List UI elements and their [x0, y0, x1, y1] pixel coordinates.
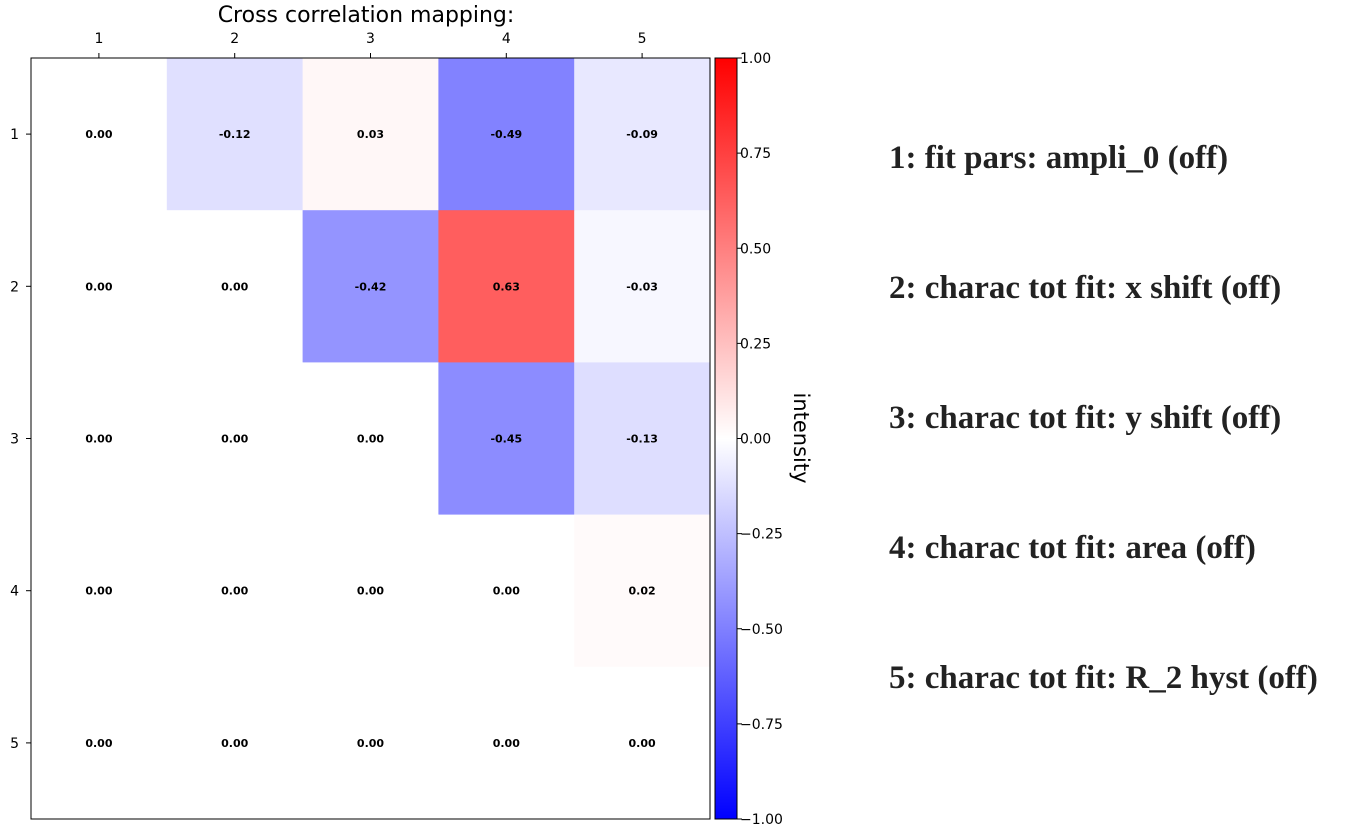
x-tick-label: 5 — [638, 31, 647, 47]
cell-value-label: -0.42 — [355, 280, 387, 293]
colorbar-tick-label: 1.00 — [740, 51, 771, 67]
y-tick-label: 5 — [10, 736, 19, 752]
heatmap-cell — [574, 210, 711, 363]
plot-frame — [30, 57, 711, 820]
cell-value-label: 0.00 — [357, 737, 384, 750]
heatmap-cell — [166, 58, 304, 211]
x-tick-label: 2 — [230, 31, 239, 47]
y-tick-label: 4 — [10, 584, 19, 600]
cell-value-label: 0.00 — [493, 585, 520, 598]
colorbar-tick-label: −0.50 — [740, 622, 783, 638]
cell-value-label: -0.45 — [490, 433, 522, 446]
x-axis: 1 2 3 4 5 — [94, 31, 647, 58]
cell-value-label: 0.00 — [629, 737, 656, 750]
heatmap-cell — [302, 666, 439, 820]
chart-title: Cross correlation mapping: — [218, 3, 515, 28]
y-axis: 1 2 3 4 5 — [10, 127, 31, 752]
colorbar-tick-label: 0.75 — [740, 146, 771, 162]
cell-value-label: 0.00 — [221, 585, 248, 598]
cell-value-label: -0.03 — [626, 280, 658, 293]
x-tick-label: 1 — [94, 31, 103, 47]
heatmap-cell — [438, 666, 575, 820]
parameter-legend: 1: fit pars: ampli_0 (off) 2: charac tot… — [889, 138, 1359, 788]
heatmap-cell — [574, 58, 711, 211]
y-tick-label: 3 — [10, 432, 19, 448]
heatmap-cell — [438, 58, 575, 211]
heatmap-cell — [166, 362, 304, 516]
heatmap-cell — [574, 362, 711, 516]
cell-value-label: 0.00 — [221, 280, 248, 293]
colorbar-tick-label: 0.00 — [740, 432, 771, 448]
heatmap-cell — [574, 514, 711, 668]
heatmap-cell — [574, 666, 711, 820]
heatmap-cell — [438, 362, 575, 516]
heatmap-cell-labels: 0.00 -0.12 0.03 -0.49 -0.09 0.00 0.00 -0.42 0.63… — [85, 128, 658, 750]
cell-value-label: 0.02 — [629, 585, 656, 598]
colorbar-tick-label: 0.25 — [740, 336, 771, 352]
cell-value-label: 0.00 — [357, 433, 384, 446]
legend-item: 5: charac tot fit: R_2 hyst (off) — [889, 660, 1318, 696]
y-tick-label: 1 — [10, 127, 19, 143]
legend-item: 2: charac tot fit: x shift (off) — [889, 270, 1282, 306]
colorbar-label: intensity — [789, 392, 813, 483]
cell-value-label: 0.00 — [357, 585, 384, 598]
heatmap-cell — [302, 514, 439, 668]
colorbar-tick-label: −1.00 — [740, 812, 783, 828]
heatmap-cell — [302, 58, 439, 211]
x-tick-label: 4 — [502, 31, 511, 47]
heatmap-cell — [31, 362, 168, 516]
colorbar-tick-label: 0.50 — [740, 241, 771, 257]
heatmap-cell — [31, 210, 168, 363]
heatmap-cell — [31, 514, 168, 668]
cell-value-label: 0.00 — [85, 128, 112, 141]
cell-value-label: 0.00 — [85, 737, 112, 750]
cell-value-label: 0.00 — [85, 585, 112, 598]
heatmap-cell — [166, 210, 304, 363]
cell-value-label: -0.49 — [490, 128, 522, 141]
cell-value-label: 0.03 — [357, 128, 384, 141]
cell-value-label: 0.00 — [85, 433, 112, 446]
legend-item: 4: charac tot fit: area (off) — [889, 530, 1256, 566]
y-tick-label: 2 — [10, 279, 19, 295]
heatmap-cell — [31, 58, 168, 211]
colorbar-tick-label: −0.25 — [740, 527, 783, 543]
heatmap-cell — [166, 666, 304, 820]
colorbar-ticks: 1.00 0.75 0.50 0.25 0.00 −0.25 −0.50 −0.75 −1.00 — [737, 51, 783, 828]
legend-item: 3: charac tot fit: y shift (off) — [889, 400, 1282, 436]
cell-value-label: 0.00 — [493, 737, 520, 750]
heatmap-cell — [31, 666, 168, 820]
colorbar — [714, 57, 738, 820]
heatmap-cell — [166, 514, 304, 668]
cell-value-label: 0.00 — [221, 433, 248, 446]
colorbar-tick-label: −0.75 — [740, 717, 783, 733]
cell-value-label: 0.00 — [221, 737, 248, 750]
legend-item: 1: fit pars: ampli_0 (off) — [889, 140, 1229, 176]
cell-value-label: -0.12 — [219, 128, 251, 141]
cell-value-label: -0.09 — [626, 128, 658, 141]
cell-value-label: 0.63 — [493, 280, 520, 293]
cell-value-label: -0.13 — [626, 433, 658, 446]
heatmap-cell — [302, 210, 439, 363]
heatmap-cells — [31, 58, 711, 820]
chart: Cross correlation mapping: 0.00 -0.12 0.03… — [10, 3, 813, 828]
x-tick-label: 3 — [366, 31, 375, 47]
heatmap-cell — [438, 210, 575, 363]
heatmap-cell — [438, 514, 575, 668]
heatmap-cell — [302, 362, 439, 516]
cell-value-label: 0.00 — [85, 280, 112, 293]
